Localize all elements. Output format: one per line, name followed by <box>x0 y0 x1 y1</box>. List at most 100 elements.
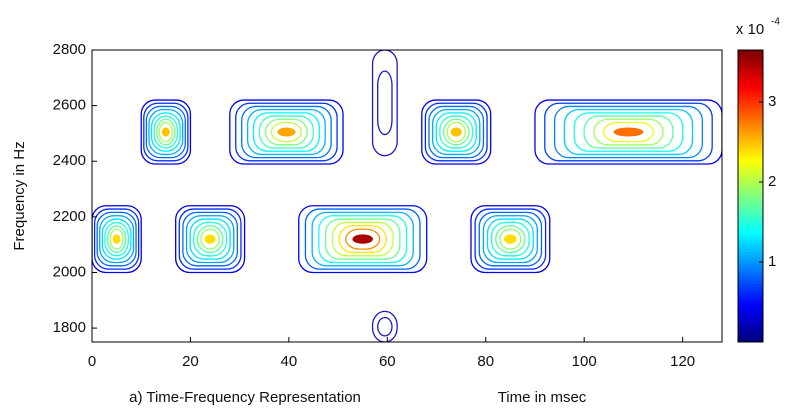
colorbar-cell <box>738 277 763 282</box>
contour-line <box>377 70 393 136</box>
contour-peak <box>613 127 644 137</box>
x-tick-label: 0 <box>88 353 96 370</box>
contour-line <box>93 208 140 270</box>
caption: a) Time-Frequency Representation <box>129 389 361 406</box>
contour-line <box>246 109 326 156</box>
contour-peak <box>277 127 296 137</box>
contour-line <box>200 228 220 250</box>
x-axis-label: Time in msec <box>498 389 587 406</box>
colorbar-cell <box>738 280 763 285</box>
colorbar-cell <box>738 309 763 314</box>
y-tick-label: 1800 <box>53 319 86 336</box>
colorbar-cell <box>738 160 763 165</box>
colorbar-cell <box>738 283 763 288</box>
contour-line <box>499 228 522 250</box>
colorbar-cell <box>738 120 763 124</box>
contour-line <box>101 218 132 260</box>
contour-line <box>196 225 224 254</box>
colorbar-cell <box>738 102 763 106</box>
colorbar-cell <box>738 155 763 159</box>
colorbar-cell <box>738 260 763 264</box>
colorbar-cell <box>738 93 763 98</box>
colorbar-cell <box>738 96 763 101</box>
colorbar-cell <box>738 149 763 153</box>
colorbar-tick-label: 3 <box>768 93 776 110</box>
colorbar-cell <box>738 128 763 133</box>
colorbar-exponent: -4 <box>771 17 780 28</box>
contour-line <box>252 112 320 152</box>
contour-line <box>495 225 526 254</box>
contour-line <box>311 211 414 267</box>
colorbar-cell <box>738 166 763 171</box>
contour-line <box>109 228 124 250</box>
colorbar-cell <box>738 137 763 142</box>
colorbar-cell <box>738 123 763 127</box>
contour-line <box>185 215 235 264</box>
colorbar-cell <box>738 193 763 197</box>
colorbar-cell <box>738 301 763 305</box>
contour-line <box>99 215 135 264</box>
colorbar-cell <box>738 125 763 130</box>
contour-line <box>593 118 664 146</box>
contour-line <box>148 109 184 156</box>
contour-line <box>182 211 238 267</box>
colorbar-cell <box>738 172 763 177</box>
colorbar-cell <box>738 134 763 139</box>
colorbar-cell <box>738 50 763 54</box>
contour-line <box>193 221 228 257</box>
colorbar-cell <box>738 55 763 60</box>
contour-line <box>235 102 338 162</box>
colorbar-cell <box>738 339 763 343</box>
contour-line <box>563 109 694 156</box>
colorbar-cell <box>738 114 763 118</box>
colorbar-cell <box>738 286 763 290</box>
colorbar-cell <box>738 58 763 63</box>
contour-line <box>92 205 142 274</box>
colorbar-tick-label: 2 <box>768 173 776 190</box>
colorbar-cell <box>738 292 763 296</box>
contour-line <box>446 121 466 143</box>
contour-line <box>145 105 186 159</box>
contour-line <box>371 50 398 157</box>
x-tick-label: 20 <box>182 353 199 370</box>
contour-line <box>345 228 381 250</box>
colorbar-cell <box>738 178 763 182</box>
contour-line <box>478 211 543 267</box>
colorbar-cell <box>738 70 763 74</box>
colorbar-cell <box>738 146 763 150</box>
contour-peak <box>352 234 373 244</box>
plot-area <box>92 50 722 342</box>
colorbar-cell <box>738 207 763 212</box>
contour-line <box>318 215 408 264</box>
colorbar-cell <box>738 210 763 215</box>
colorbar-cell <box>738 231 763 235</box>
colorbar-label: x 10 <box>736 21 764 38</box>
colorbar-cell <box>738 90 763 95</box>
colorbar-cell <box>738 67 763 71</box>
colorbar-cell <box>738 131 763 136</box>
contour-line <box>470 205 551 274</box>
contour-line <box>377 316 393 337</box>
contour-line <box>189 218 231 260</box>
colorbar-cell <box>738 184 763 188</box>
contour-line <box>534 99 722 165</box>
colorbar-cell <box>738 271 763 276</box>
colorbar-cell <box>738 245 763 250</box>
x-tick-label: 100 <box>572 353 597 370</box>
colorbar-cell <box>738 324 763 328</box>
contour-line <box>603 121 654 143</box>
contour-line <box>143 102 189 162</box>
colorbar-cell <box>738 152 763 156</box>
contour-line <box>241 105 332 159</box>
colorbar-cell <box>738 61 763 66</box>
contour-line <box>104 221 129 257</box>
colorbar-cell <box>738 254 763 258</box>
colorbar-cell <box>738 304 763 308</box>
colorbar-cell <box>738 222 763 226</box>
contour-line <box>371 310 398 342</box>
colorbar-cell <box>738 82 763 86</box>
colorbar-cell <box>738 312 763 317</box>
colorbar-cell <box>738 73 763 77</box>
contour-line <box>421 99 492 165</box>
colorbar-cell <box>738 315 763 320</box>
